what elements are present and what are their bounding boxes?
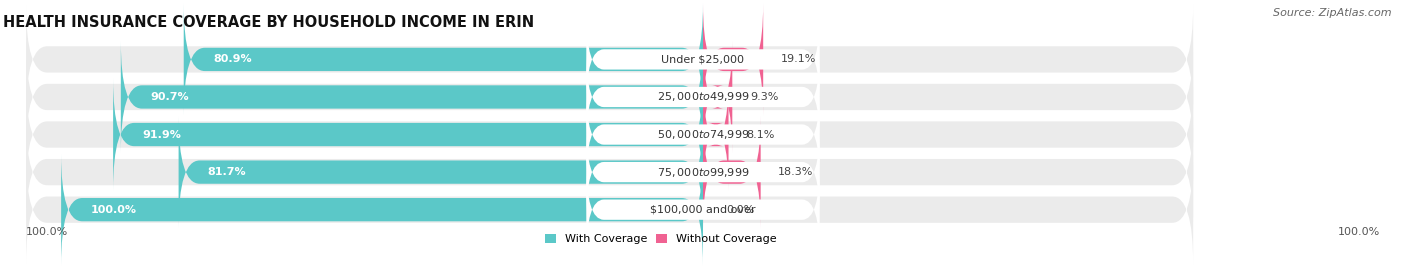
Text: $100,000 and over: $100,000 and over <box>650 205 756 215</box>
Text: 8.1%: 8.1% <box>747 130 775 140</box>
Text: 100.0%: 100.0% <box>27 227 69 237</box>
FancyBboxPatch shape <box>60 154 703 266</box>
Text: 91.9%: 91.9% <box>142 130 181 140</box>
FancyBboxPatch shape <box>703 116 761 228</box>
FancyBboxPatch shape <box>27 43 1194 151</box>
FancyBboxPatch shape <box>586 164 820 256</box>
Text: $75,000 to $99,999: $75,000 to $99,999 <box>657 166 749 179</box>
Text: 90.7%: 90.7% <box>150 92 188 102</box>
Text: Source: ZipAtlas.com: Source: ZipAtlas.com <box>1274 8 1392 18</box>
Text: 19.1%: 19.1% <box>780 54 815 64</box>
Text: 81.7%: 81.7% <box>208 167 246 177</box>
Text: 80.9%: 80.9% <box>212 54 252 64</box>
FancyBboxPatch shape <box>586 88 820 181</box>
FancyBboxPatch shape <box>586 13 820 106</box>
FancyBboxPatch shape <box>27 80 1194 189</box>
Legend: With Coverage, Without Coverage: With Coverage, Without Coverage <box>540 229 782 249</box>
Text: 100.0%: 100.0% <box>90 205 136 215</box>
FancyBboxPatch shape <box>703 41 733 153</box>
FancyBboxPatch shape <box>121 41 703 153</box>
FancyBboxPatch shape <box>179 116 703 228</box>
FancyBboxPatch shape <box>586 51 820 143</box>
Text: $50,000 to $74,999: $50,000 to $74,999 <box>657 128 749 141</box>
Text: Under $25,000: Under $25,000 <box>661 54 745 64</box>
Text: $25,000 to $49,999: $25,000 to $49,999 <box>657 90 749 104</box>
FancyBboxPatch shape <box>703 3 763 115</box>
FancyBboxPatch shape <box>27 118 1194 226</box>
FancyBboxPatch shape <box>586 126 820 218</box>
FancyBboxPatch shape <box>27 155 1194 264</box>
Text: 100.0%: 100.0% <box>1337 227 1379 237</box>
Text: HEALTH INSURANCE COVERAGE BY HOUSEHOLD INCOME IN ERIN: HEALTH INSURANCE COVERAGE BY HOUSEHOLD I… <box>3 15 534 30</box>
FancyBboxPatch shape <box>703 79 728 190</box>
FancyBboxPatch shape <box>112 79 703 190</box>
Text: 9.3%: 9.3% <box>749 92 778 102</box>
FancyBboxPatch shape <box>184 3 703 115</box>
FancyBboxPatch shape <box>27 5 1194 114</box>
Text: 0.0%: 0.0% <box>727 205 755 215</box>
Text: 18.3%: 18.3% <box>778 167 814 177</box>
